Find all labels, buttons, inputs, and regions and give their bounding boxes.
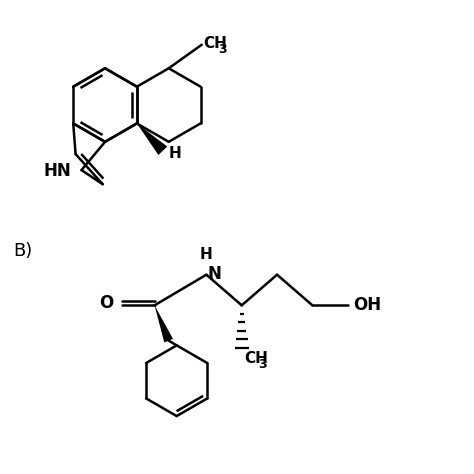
Text: CH: CH xyxy=(244,351,268,365)
Text: N: N xyxy=(208,265,222,283)
Text: H: H xyxy=(200,246,213,262)
Text: O: O xyxy=(99,294,113,312)
Polygon shape xyxy=(155,305,173,342)
Text: OH: OH xyxy=(354,296,382,314)
Text: H: H xyxy=(168,146,181,161)
Text: CH: CH xyxy=(204,36,228,51)
Text: 3: 3 xyxy=(218,44,227,56)
Text: B): B) xyxy=(13,242,32,260)
Text: HN: HN xyxy=(44,162,71,180)
Text: 3: 3 xyxy=(258,358,267,371)
Polygon shape xyxy=(137,123,167,155)
